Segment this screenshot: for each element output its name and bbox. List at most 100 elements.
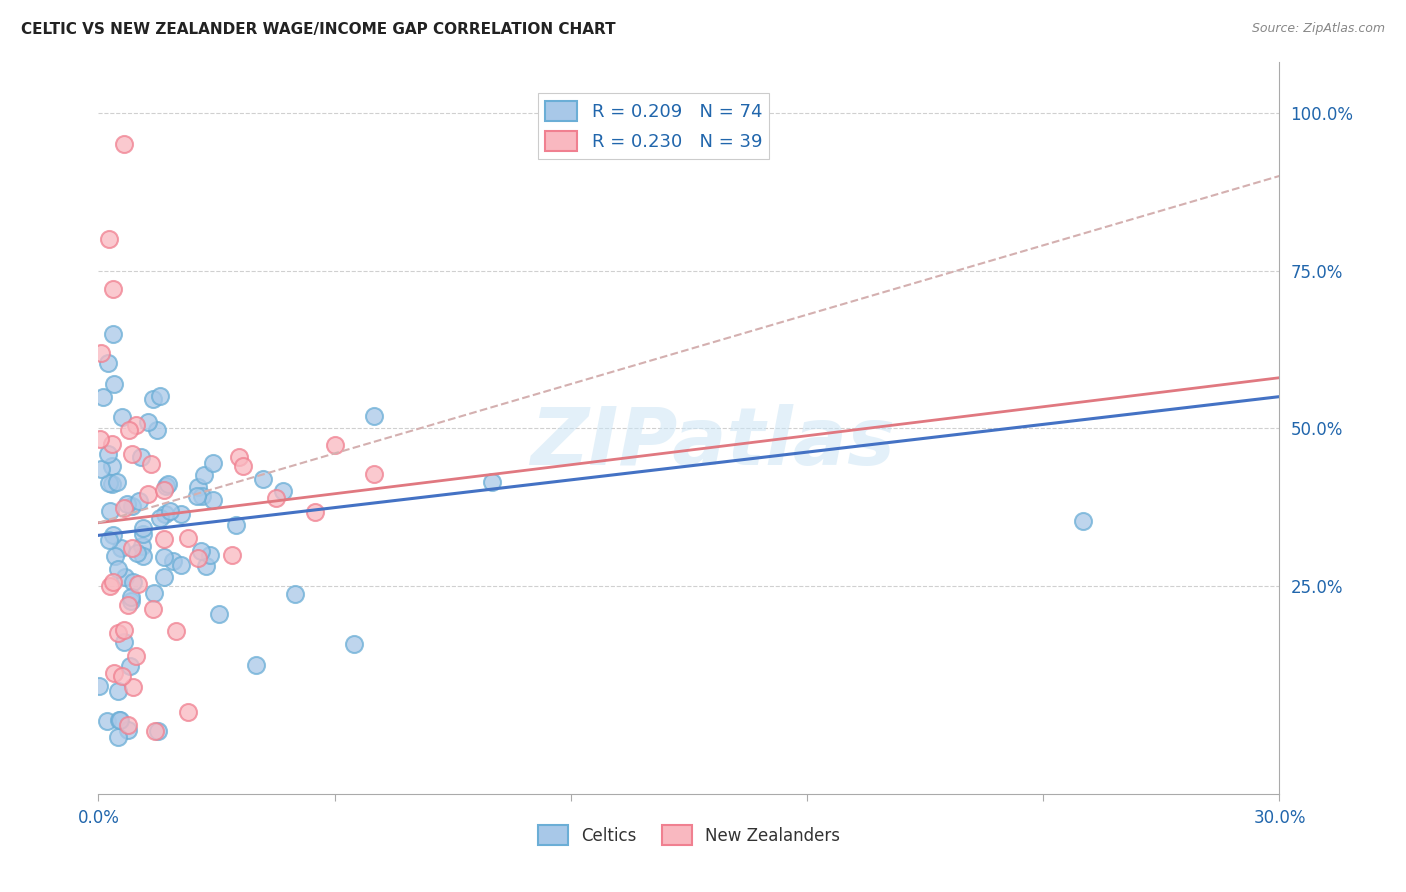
Point xyxy=(139,457,162,471)
Point xyxy=(103,575,125,590)
Point xyxy=(131,539,153,553)
Point xyxy=(232,458,254,473)
Point xyxy=(118,423,141,437)
Point xyxy=(108,713,131,727)
Point xyxy=(101,326,124,341)
Point xyxy=(96,714,118,728)
Point xyxy=(143,723,166,738)
Point xyxy=(159,504,181,518)
Point xyxy=(108,713,131,727)
Point xyxy=(153,533,176,547)
Point xyxy=(121,447,143,461)
Point xyxy=(118,659,141,673)
Point xyxy=(97,232,120,246)
Point xyxy=(107,625,129,640)
Point xyxy=(117,497,139,511)
Point xyxy=(245,657,267,672)
Point xyxy=(110,541,132,555)
Point xyxy=(221,548,243,562)
Point xyxy=(363,467,385,482)
Point xyxy=(193,467,215,482)
Point xyxy=(155,479,177,493)
Point xyxy=(97,476,120,491)
Point xyxy=(176,705,198,719)
Point xyxy=(101,282,124,296)
Text: ZIPatlas: ZIPatlas xyxy=(530,404,896,482)
Point xyxy=(131,450,153,465)
Point xyxy=(124,417,146,432)
Point xyxy=(121,500,143,514)
Point xyxy=(90,462,112,476)
Point xyxy=(146,724,169,739)
Point xyxy=(481,475,503,490)
Point xyxy=(141,392,163,406)
Point xyxy=(162,554,184,568)
Point xyxy=(264,491,287,505)
Point xyxy=(117,717,139,731)
Point xyxy=(252,472,274,486)
Point xyxy=(363,409,385,423)
Point xyxy=(121,541,143,556)
Legend: Celtics, New Zealanders: Celtics, New Zealanders xyxy=(531,819,846,851)
Point xyxy=(107,684,129,698)
Point xyxy=(104,549,127,563)
Point xyxy=(125,546,148,560)
Point xyxy=(105,475,128,489)
Text: Source: ZipAtlas.com: Source: ZipAtlas.com xyxy=(1251,22,1385,36)
Point xyxy=(195,558,218,573)
Point xyxy=(101,437,124,451)
Point xyxy=(187,480,209,494)
Point xyxy=(101,458,124,473)
Point xyxy=(112,634,135,648)
Point xyxy=(198,548,221,562)
Point xyxy=(101,477,124,491)
Point xyxy=(201,456,224,470)
Point xyxy=(97,356,120,370)
Point xyxy=(103,377,125,392)
Point xyxy=(149,511,172,525)
Point xyxy=(190,543,212,558)
Point xyxy=(122,680,145,694)
Point xyxy=(153,507,176,521)
Point xyxy=(103,665,125,680)
Point xyxy=(114,570,136,584)
Point xyxy=(112,500,135,515)
Point xyxy=(97,447,120,461)
Point xyxy=(112,137,135,152)
Point xyxy=(323,438,346,452)
Point xyxy=(89,679,111,693)
Point xyxy=(142,602,165,616)
Point xyxy=(228,450,250,464)
Point xyxy=(146,423,169,437)
Point xyxy=(165,624,187,639)
Point xyxy=(132,527,155,541)
Point xyxy=(157,477,180,491)
Point xyxy=(225,517,247,532)
Point xyxy=(107,730,129,744)
Point xyxy=(98,579,121,593)
Point xyxy=(153,570,176,584)
Point xyxy=(132,521,155,535)
Point xyxy=(90,346,112,360)
Point xyxy=(125,649,148,664)
Point xyxy=(107,562,129,576)
Point xyxy=(97,533,120,547)
Point xyxy=(111,409,134,424)
Point xyxy=(169,507,191,521)
Point xyxy=(121,575,143,590)
Point xyxy=(117,598,139,612)
Point xyxy=(343,637,366,651)
Point xyxy=(112,623,135,637)
Point xyxy=(117,723,139,738)
Point xyxy=(187,550,209,565)
Point xyxy=(89,432,111,446)
Point xyxy=(153,550,176,565)
Point xyxy=(170,558,193,572)
Point xyxy=(127,577,149,591)
Point xyxy=(152,483,174,497)
Point xyxy=(120,590,142,604)
Point xyxy=(191,489,214,503)
Text: CELTIC VS NEW ZEALANDER WAGE/INCOME GAP CORRELATION CHART: CELTIC VS NEW ZEALANDER WAGE/INCOME GAP … xyxy=(21,22,616,37)
Point xyxy=(136,487,159,501)
Point xyxy=(284,587,307,601)
